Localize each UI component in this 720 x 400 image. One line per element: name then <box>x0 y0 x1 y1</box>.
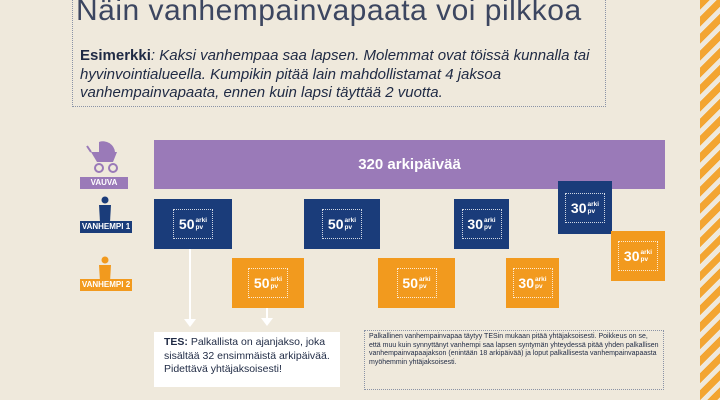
block-unit: arki <box>484 217 496 224</box>
block-value: 50 <box>253 275 270 291</box>
baby-period-band: 320 arkipäivää <box>154 140 665 189</box>
block-unit: pv <box>195 224 204 231</box>
person-icon <box>93 256 117 282</box>
arrow-line <box>189 249 191 321</box>
block-value: 30 <box>570 199 587 216</box>
parent2-block: 50 arki pv <box>232 258 304 308</box>
info-box <box>72 0 606 107</box>
parent1-block: 30 arki pv <box>454 199 509 249</box>
tes-label: TES: <box>164 336 188 348</box>
block-unit: arki <box>344 217 357 224</box>
block-value: 50 <box>327 216 344 232</box>
parent2-block: 50 arki pv <box>378 258 455 308</box>
parent1-block: 30 arki pv <box>558 181 612 234</box>
block-value: 30 <box>623 248 640 264</box>
block-unit: arki <box>587 200 600 208</box>
parent1-block: 50 arki pv <box>304 199 380 249</box>
example-label: Esimerkki <box>80 47 151 64</box>
block-unit: arki <box>535 276 547 283</box>
row-label-parent1: VANHEMPI 1 <box>80 221 132 233</box>
arrow-down-icon <box>184 319 196 327</box>
footnote: Palkallinen vanhempainvapaa täytyy TESin… <box>364 330 664 390</box>
block-unit: pv <box>344 224 353 231</box>
decorative-stripes <box>700 0 720 400</box>
row-label-parent2: VANHEMPI 2 <box>80 279 132 291</box>
arrow-line <box>266 308 268 320</box>
block-value: 30 <box>518 275 534 291</box>
block-unit: pv <box>640 256 649 263</box>
block-unit: pv <box>484 224 492 231</box>
page-title: Näin vanhempainvapaata voi pilkkoa <box>76 0 582 27</box>
block-unit: pv <box>419 283 427 290</box>
parent2-block: 30 arki pv <box>611 231 665 281</box>
row-label-baby: VAUVA <box>80 177 128 189</box>
parent2-block: 30 arki pv <box>506 258 559 308</box>
parent1-block: 50 arki pv <box>154 199 232 249</box>
stroller-icon <box>85 136 125 176</box>
block-unit: pv <box>270 283 279 290</box>
tes-text: Palkallista on ajanjakso, joka sisältää … <box>164 336 330 375</box>
block-unit: arki <box>195 217 208 224</box>
example-body: : Kaksi vanhempaa saa lapsen. Molemmat o… <box>80 47 590 101</box>
example-text: Esimerkki: Kaksi vanhempaa saa lapsen. M… <box>80 47 610 103</box>
block-unit: pv <box>535 283 543 290</box>
block-unit: arki <box>640 249 653 256</box>
block-unit: arki <box>270 276 283 283</box>
block-unit: arki <box>419 276 431 283</box>
block-value: 50 <box>402 275 418 291</box>
block-value: 30 <box>467 216 483 232</box>
tes-note: TES: Palkallista on ajanjakso, joka sisä… <box>154 332 340 387</box>
block-value: 50 <box>178 216 195 232</box>
person-icon <box>93 196 117 222</box>
arrow-down-icon <box>261 318 273 326</box>
block-unit: pv <box>587 207 596 215</box>
